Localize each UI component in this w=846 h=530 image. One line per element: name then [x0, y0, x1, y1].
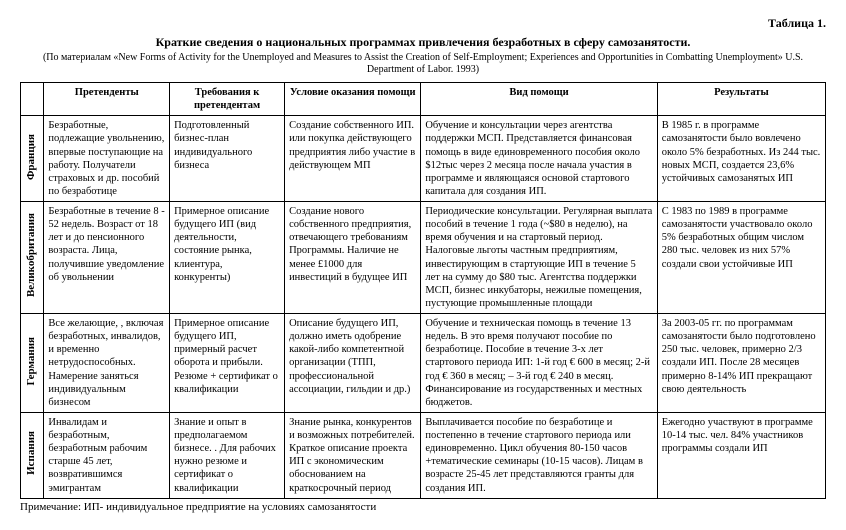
table-cell: Выплачивается пособие по безработице и п…	[421, 412, 657, 498]
table-cell: Описание будущего ИП, должно иметь одобр…	[285, 314, 421, 413]
table-header-row: Претенденты Требования к претендентам Ус…	[21, 83, 826, 116]
col-applicants: Претенденты	[44, 83, 170, 116]
col-results: Результаты	[657, 83, 825, 116]
country-label: Испания	[25, 431, 39, 475]
table-cell: В 1985 г. в программе самозанятости было…	[657, 116, 825, 202]
table-cell: Создание нового собственного предприятия…	[285, 202, 421, 314]
country-cell: Франция	[21, 116, 44, 202]
table-cell: Знание и опыт в предполагаемом бизнесе. …	[170, 412, 285, 498]
table-cell: Создание собственного ИП. или покупка де…	[285, 116, 421, 202]
table-cell: Знание рынка, конкурентов и возможных по…	[285, 412, 421, 498]
country-cell: Испания	[21, 412, 44, 498]
col-country	[21, 83, 44, 116]
table-title: Краткие сведения о национальных программ…	[20, 35, 826, 50]
table-cell: Безработные, подлежащие увольнению, впер…	[44, 116, 170, 202]
table-cell: Примерное описание будущего ИП (вид деят…	[170, 202, 285, 314]
col-conditions: Условие оказания помощи	[285, 83, 421, 116]
table-footnote: Примечание: ИП- индивидуальное предприят…	[20, 501, 826, 513]
programs-table: Претенденты Требования к претендентам Ус…	[20, 82, 826, 499]
country-label: Великобритания	[25, 213, 39, 297]
table-row: Франция Безработные, подлежащие увольнени…	[21, 116, 826, 202]
table-row: Германия Все желающие, , включая безработ…	[21, 314, 826, 413]
table-cell: С 1983 по 1989 в программе самозанятости…	[657, 202, 825, 314]
country-label: Германия	[25, 337, 39, 386]
table-cell: Обучение и консультации через агентства …	[421, 116, 657, 202]
table-number: Таблица 1.	[20, 16, 826, 31]
table-cell: Подготовленный бизнес-план индивидуально…	[170, 116, 285, 202]
table-row: Испания Инвалидам и безработным, безработ…	[21, 412, 826, 498]
table-cell: Периодические консультации. Регулярная в…	[421, 202, 657, 314]
table-cell: Примерное описание будущего ИП, примерны…	[170, 314, 285, 413]
col-assistance: Вид помощи	[421, 83, 657, 116]
table-subtitle: (По материалам «New Forms of Activity fo…	[20, 52, 826, 76]
table-cell: Все желающие, , включая безработных, инв…	[44, 314, 170, 413]
table-cell: Обучение и техническая помощь в течение …	[421, 314, 657, 413]
table-cell: За 2003-05 гг. по программам самозанятос…	[657, 314, 825, 413]
table-cell: Безработные в течение 8 - 52 недель. Воз…	[44, 202, 170, 314]
table-row: Великобритания Безработные в течение 8 - …	[21, 202, 826, 314]
col-requirements: Требования к претендентам	[170, 83, 285, 116]
country-label: Франция	[25, 134, 39, 180]
country-cell: Великобритания	[21, 202, 44, 314]
table-cell: Ежегодно участвуют в программе 10-14 тыс…	[657, 412, 825, 498]
table-cell: Инвалидам и безработным, безработным раб…	[44, 412, 170, 498]
country-cell: Германия	[21, 314, 44, 413]
